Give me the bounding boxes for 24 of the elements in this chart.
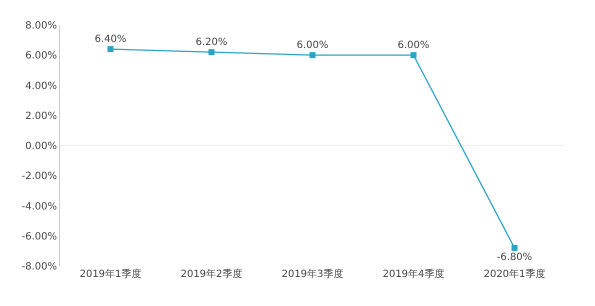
y-tick-label: -8.00% [22,262,57,272]
data-label: 6.20% [196,36,228,48]
point [208,49,214,56]
point [512,244,518,251]
point [410,52,416,58]
x-tick-label: 2019年3季度 [282,268,344,280]
point [108,46,114,52]
x-tick-label: 2019年2季度 [180,268,242,280]
data-label: 6.00% [296,40,328,51]
y-tick-label: -4.00% [22,201,57,212]
x-tick-label: 2019年4季度 [382,268,444,280]
y-tick-label: 4.00% [25,80,57,92]
y-tick-label: -2.00% [22,171,57,182]
data-label: 6.00% [398,40,430,51]
data-label: 6.40% [94,34,126,45]
y-tick-label: 0.00% [25,141,57,152]
y-tick-label: 8.00% [25,20,57,32]
y-tick-label: 6.00% [25,50,57,62]
y-tick-label: -6.00% [22,231,57,242]
x-tick-label: 2020年1季度 [484,268,546,280]
point [310,52,316,58]
data-label: -6.80% [496,252,532,264]
y-tick-label: 2.00% [25,110,57,122]
x-tick-label: 2019年1季度 [80,268,142,280]
